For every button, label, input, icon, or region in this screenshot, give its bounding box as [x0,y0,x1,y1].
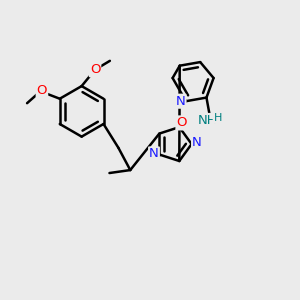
Text: N: N [149,147,159,161]
Text: H: H [214,113,222,123]
Text: O: O [176,116,187,129]
Text: O: O [90,63,100,76]
Text: O: O [37,84,47,97]
Text: N: N [176,95,185,108]
Text: N: N [192,136,202,149]
Text: NH: NH [197,114,217,127]
